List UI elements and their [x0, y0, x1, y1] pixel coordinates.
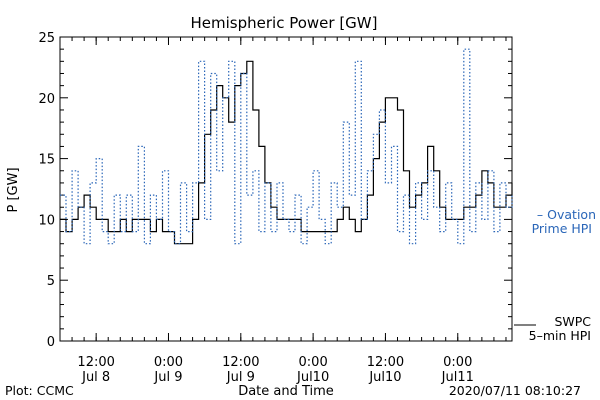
chart-title: Hemispheric Power [GW]	[191, 14, 378, 32]
y-tick-label: 0	[47, 335, 55, 350]
x-tick-label-time: 0:00	[443, 355, 472, 370]
x-tick-label-date: Jul 9	[153, 370, 182, 385]
series-layer	[60, 48, 513, 245]
y-tick-label: 25	[38, 31, 55, 46]
plot-credit: Plot: CCMC	[5, 383, 74, 398]
x-tick-label-date: Jul 9	[226, 370, 255, 385]
x-tick-label-date: Jul11	[441, 370, 474, 385]
x-tick-label-date: Jul 8	[81, 370, 110, 385]
x-tick-label-date: Jul10	[296, 370, 329, 385]
x-tick-label-time: 0:00	[299, 355, 328, 370]
y-tick-label: 5	[47, 274, 55, 289]
x-tick-label-date: Jul10	[368, 370, 401, 385]
legend: – Ovation Prime HPI SWPC 5–min HPI	[514, 207, 596, 343]
series-ovation-line	[60, 48, 513, 245]
x-tick-label-time: 0:00	[154, 355, 183, 370]
y-tick-label: 15	[38, 153, 55, 168]
plot-timestamp: 2020/07/11 08:10:27	[449, 383, 581, 398]
y-tick-label: 20	[38, 92, 55, 107]
y-axis-label: P [GW]	[6, 167, 21, 212]
series-swpc-line	[60, 60, 513, 245]
x-tick-label-time: 12:00	[367, 355, 404, 370]
plot-frame	[59, 36, 513, 342]
x-tick-label-time: 12:00	[222, 355, 259, 370]
legend-ovation-line1: – Ovation	[537, 207, 596, 222]
legend-swpc-line1: SWPC	[554, 314, 591, 329]
legend-swpc-line2: 5–min HPI	[529, 328, 591, 343]
x-tick-label-time: 12:00	[77, 355, 114, 370]
x-axis-label: Date and Time	[238, 384, 334, 399]
y-tick-label: 10	[38, 213, 55, 228]
y-axis: 0 5 10 15 20 25	[38, 31, 512, 350]
legend-ovation-line2: Prime HPI	[532, 221, 592, 236]
